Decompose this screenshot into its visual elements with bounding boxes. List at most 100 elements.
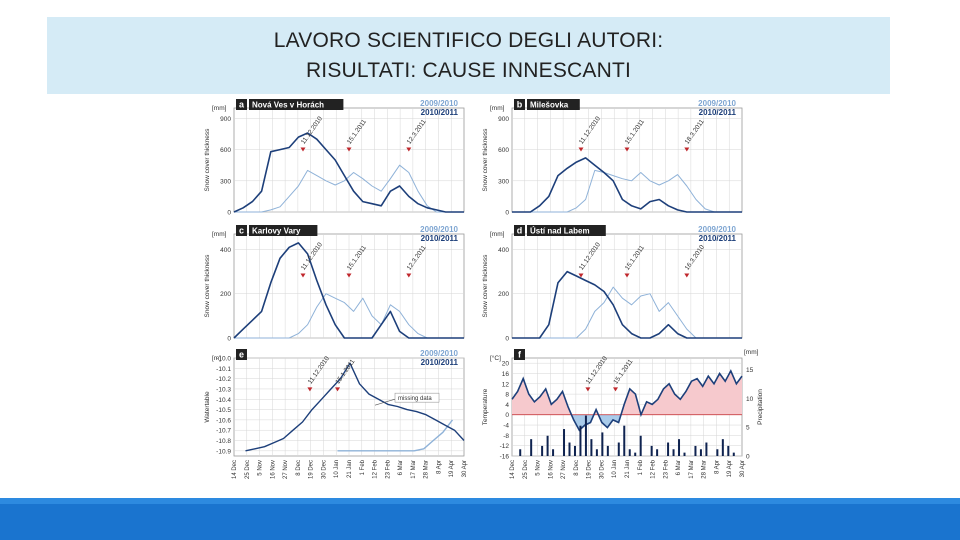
x-tick-label: 27 Nov — [283, 460, 289, 479]
footer-accent — [0, 498, 960, 504]
y-right-axis-label: Precipitation — [757, 389, 764, 425]
series-2010-line — [245, 362, 465, 452]
x-tick-label: 25 Dec — [523, 460, 529, 479]
precipitation-bar — [601, 432, 604, 456]
x-tick-label: 28 Mar — [702, 460, 708, 479]
x-tick-label: 16 Nov — [270, 460, 276, 479]
x-tick-label: 28 Mar — [424, 460, 430, 479]
y-right-tick-label: 15 — [746, 367, 754, 374]
y-unit-label: [mm] — [212, 231, 227, 238]
x-tick-label: 30 Dec — [599, 460, 605, 479]
precipitation-bar — [683, 452, 686, 456]
temperature-positive-area — [512, 370, 742, 415]
x-tick-label: 8 Apr — [714, 460, 720, 474]
y-tick-label: 900 — [498, 116, 509, 123]
panel-letter-box — [514, 99, 525, 110]
precipitation-bar — [628, 449, 631, 456]
legend-2009: 2009/2010 — [698, 99, 736, 108]
precipitation-bar — [546, 435, 549, 456]
legend-2009: 2009/2010 — [420, 349, 458, 358]
series-2009-line — [337, 419, 454, 452]
panel-a: 0 300 600 900 [mm] Snow cover thickness a Nová … — [204, 99, 465, 217]
y-tick-label: 0 — [505, 336, 509, 343]
x-tick-label: 5 Nov — [258, 460, 264, 476]
y-tick-label: 600 — [220, 147, 231, 154]
x-tick-label: 10 Jan — [334, 460, 340, 478]
temperature-line — [511, 369, 743, 432]
event-marker — [585, 387, 591, 392]
x-tick-label: 25 Dec — [245, 460, 251, 479]
y-axis-label: Temperature — [482, 388, 489, 425]
x-tick-label: 17 Mar — [689, 460, 695, 479]
x-tick-label: 12 Feb — [373, 459, 379, 478]
x-tick-label: 10 Jan — [612, 460, 618, 478]
missing-data-box — [394, 392, 440, 403]
y-tick-label: 0 — [227, 210, 231, 217]
y-unit-label: [mm] — [212, 105, 227, 112]
x-tick-label: 21 Jan — [347, 460, 353, 478]
station-label-box — [527, 225, 606, 236]
station-label: Ústí nad Labem — [530, 227, 590, 236]
event-marker — [346, 147, 352, 152]
x-tick-label: 12 Feb — [651, 459, 657, 478]
series-2010-line — [512, 270, 742, 339]
x-tick-label: 8 Dec — [574, 460, 580, 476]
series-2010-line — [512, 157, 742, 213]
station-label: Nová Ves v Horách — [252, 101, 324, 110]
event-marker — [300, 273, 306, 278]
precipitation-bar — [606, 445, 609, 456]
panel-letter-box — [514, 225, 525, 236]
precipitation-bar — [716, 449, 719, 456]
precipitation-bar — [617, 442, 620, 456]
y-tick-label: 300 — [220, 178, 231, 185]
panel-letter: c — [239, 226, 244, 236]
x-tick-label: 8 Apr — [436, 460, 442, 474]
y-tick-label: -10.8 — [216, 438, 231, 445]
precipitation-bar — [623, 425, 626, 456]
x-tick-label: 16 Nov — [548, 460, 554, 479]
panel-f: -16 -12 -8 -4 0 4 8 12 16 20[°C] Temperature f 0 5 10 1… — [482, 349, 764, 479]
y-right-tick-label: 10 — [746, 396, 754, 403]
x-tick-label: 27 Nov — [561, 460, 567, 479]
event-marker — [406, 147, 412, 152]
x-tick-label: 30 Apr — [462, 460, 468, 477]
x-tick-label: 30 Apr — [740, 460, 746, 477]
y-tick-label: 400 — [498, 247, 509, 254]
precipitation-bar — [721, 439, 724, 456]
panel-letter-box — [514, 349, 525, 360]
y-tick-label: 600 — [498, 147, 509, 154]
event-marker — [307, 387, 313, 392]
y-tick-label: -8 — [503, 433, 509, 440]
precipitation-bar — [590, 439, 593, 456]
y-axis-label: Snow cover thickness — [204, 128, 211, 192]
y-unit-label: [mm] — [490, 231, 505, 238]
event-marker — [684, 273, 690, 278]
legend-2010: 2010/2011 — [421, 108, 459, 117]
panel-letter-box — [236, 225, 247, 236]
panel-c: 0 200 400 [mm] Snow cover thickness c Karlovy … — [204, 225, 465, 343]
precipitation-bar — [705, 442, 708, 456]
station-label: Karlovy Vary — [252, 227, 301, 236]
x-tick-label: 19 Dec — [587, 460, 593, 479]
event-marker — [346, 273, 352, 278]
y-tick-label: -10.1 — [216, 366, 231, 373]
event-marker — [613, 387, 618, 392]
x-tick-label: 8 Dec — [296, 460, 302, 476]
y-tick-label: 16 — [502, 371, 510, 378]
y-tick-label: 400 — [220, 247, 231, 254]
precipitation-bar — [568, 442, 571, 456]
y-unit-label: [°C] — [490, 354, 501, 362]
event-marker — [578, 273, 584, 278]
x-tick-label: 23 Feb — [385, 459, 391, 478]
panel-d: 0 200 400 [mm] Snow cover thickness d Ústí nad… — [482, 225, 743, 343]
event-marker — [335, 387, 340, 392]
x-tick-label: 19 Apr — [449, 460, 455, 477]
y-tick-label: 0 — [227, 336, 231, 343]
event-marker — [406, 273, 412, 278]
y-tick-label: -10.0 — [216, 356, 231, 363]
panel-letter: e — [239, 350, 244, 360]
precipitation-bar — [584, 415, 587, 456]
station-label-box — [249, 99, 344, 110]
panel-e: -10.9 -10.8 -10.7 -10.6 -10.5 -10.4 -10.3 -10.2… — [204, 349, 468, 479]
panel-b: 0 300 600 900 [mm] Snow cover thickness b Mileš… — [482, 99, 743, 217]
